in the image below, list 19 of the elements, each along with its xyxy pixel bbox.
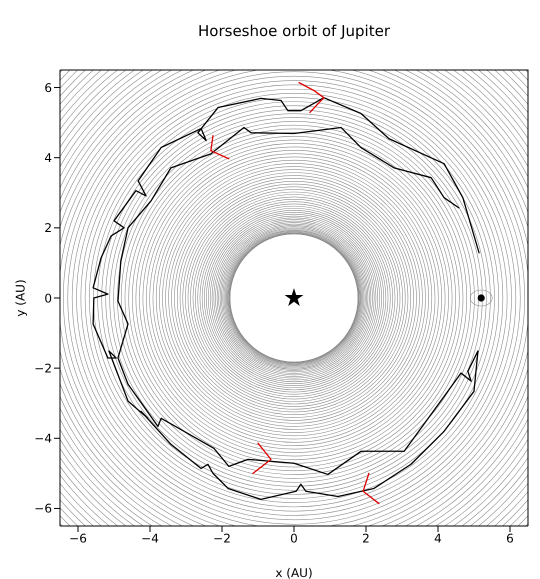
x-axis-title: x (AU) <box>275 566 313 579</box>
line-series <box>298 82 325 114</box>
y-tick-label: −6 <box>34 502 52 516</box>
y-tick-label: −4 <box>34 432 52 446</box>
x-tick-label: −6 <box>69 532 87 546</box>
chart-title: Horseshoe orbit of Jupiter <box>197 22 391 40</box>
x-tick-label: −2 <box>213 532 231 546</box>
x-tick-label: 2 <box>362 532 370 546</box>
y-axis-title: y (AU) <box>13 279 28 317</box>
x-tick-label: 6 <box>506 532 514 546</box>
y-tick-label: 2 <box>44 221 52 236</box>
y-tick-label: −2 <box>34 361 52 376</box>
y-tick-label: 6 <box>44 80 52 95</box>
y-tick-label: 4 <box>44 150 52 165</box>
x-tick-label: 4 <box>434 532 442 546</box>
x-tick-label: −4 <box>141 532 159 546</box>
x-tick-label: 0 <box>290 532 298 546</box>
y-tick-label: 0 <box>44 291 52 306</box>
line-series <box>92 97 480 500</box>
